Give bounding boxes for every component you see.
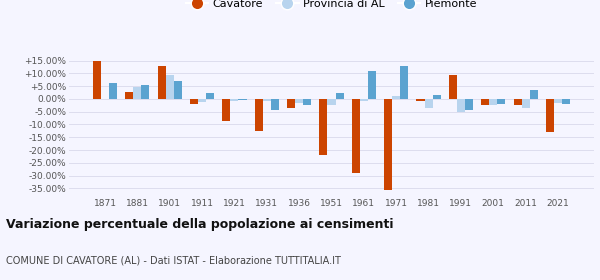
Bar bbox=[360, 99, 368, 101]
Bar bbox=[198, 99, 206, 102]
Bar bbox=[392, 96, 400, 99]
Bar bbox=[303, 99, 311, 105]
Bar bbox=[400, 66, 409, 99]
Bar bbox=[489, 99, 497, 105]
Bar bbox=[263, 99, 271, 101]
Text: Variazione percentuale della popolazione ai censimenti: Variazione percentuale della popolazione… bbox=[6, 218, 394, 231]
Bar bbox=[530, 90, 538, 99]
Bar bbox=[554, 99, 562, 103]
Bar bbox=[109, 83, 117, 99]
Bar bbox=[328, 99, 335, 105]
Bar bbox=[230, 99, 238, 101]
Bar bbox=[206, 93, 214, 99]
Text: COMUNE DI CAVATORE (AL) - Dati ISTAT - Elaborazione TUTTITALIA.IT: COMUNE DI CAVATORE (AL) - Dati ISTAT - E… bbox=[6, 255, 341, 265]
Bar bbox=[166, 75, 174, 99]
Bar bbox=[416, 99, 425, 101]
Bar bbox=[457, 99, 465, 112]
Bar bbox=[352, 99, 360, 173]
Bar bbox=[295, 99, 303, 103]
Legend: Cavatore, Provincia di AL, Piemonte: Cavatore, Provincia di AL, Piemonte bbox=[181, 0, 482, 14]
Bar bbox=[449, 75, 457, 99]
Bar bbox=[465, 99, 473, 110]
Bar bbox=[222, 99, 230, 121]
Bar bbox=[125, 92, 133, 99]
Bar bbox=[142, 85, 149, 99]
Bar bbox=[521, 99, 530, 108]
Bar bbox=[319, 99, 328, 155]
Bar bbox=[481, 99, 489, 105]
Bar bbox=[287, 99, 295, 108]
Bar bbox=[368, 71, 376, 99]
Bar bbox=[133, 87, 142, 99]
Bar bbox=[497, 99, 505, 104]
Bar bbox=[254, 99, 263, 131]
Bar bbox=[335, 93, 344, 99]
Bar bbox=[514, 99, 521, 105]
Bar bbox=[190, 99, 198, 104]
Bar bbox=[546, 99, 554, 132]
Bar bbox=[425, 99, 433, 108]
Bar bbox=[271, 99, 279, 110]
Bar bbox=[433, 95, 441, 99]
Bar bbox=[93, 61, 101, 99]
Bar bbox=[384, 99, 392, 190]
Bar bbox=[174, 81, 182, 99]
Bar bbox=[158, 66, 166, 99]
Bar bbox=[238, 99, 247, 100]
Bar bbox=[562, 99, 570, 104]
